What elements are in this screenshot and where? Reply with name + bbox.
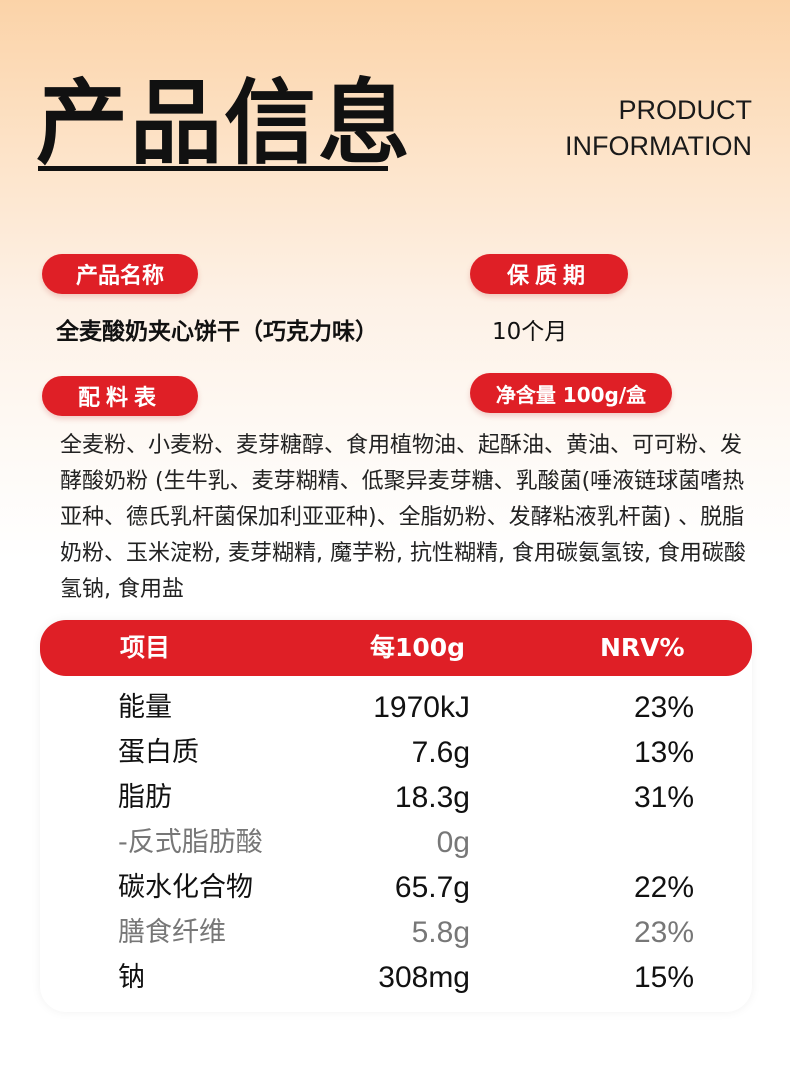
header-item: 项目	[120, 633, 171, 662]
product-name-label: 产品名称	[42, 254, 198, 294]
nutrient-nrv: 15%	[633, 961, 694, 994]
table-row: 能量 1970kJ 23%	[40, 686, 752, 730]
table-row: 膳食纤维 5.8g 23%	[40, 911, 752, 955]
header-nrv: NRV%	[600, 633, 685, 662]
ingredients-text: 全麦粉、小麦粉、麦芽糖醇、食用植物油、起酥油、黄油、可可粉、发酵酸奶粉 (生牛乳…	[60, 433, 746, 602]
nutrient-name: 能量	[118, 692, 172, 723]
nutrient-nrv: 13%	[633, 736, 694, 769]
nutrient-value: 5.8g	[411, 916, 470, 949]
nutrient-name: 碳水化合物	[118, 872, 253, 903]
title-underline	[38, 166, 388, 171]
shelf-life-label: 保质期	[470, 254, 628, 294]
table-row: -反式脂肪酸 0g	[40, 821, 752, 865]
net-content-label: 净含量 100g/盒	[470, 373, 672, 413]
nutrient-nrv: 23%	[633, 916, 694, 949]
nutrient-name: 蛋白质	[118, 737, 199, 768]
shelf-life-value: 10个月	[492, 319, 568, 345]
product-name-value: 全麦酸奶夹心饼干（巧克力味）	[56, 319, 378, 345]
header-per-100g: 每100g	[370, 633, 466, 662]
table-row: 脂肪 18.3g 31%	[40, 776, 752, 820]
page-title: 产品信息	[36, 70, 413, 177]
nutrient-value: 308mg	[378, 961, 470, 994]
nutrient-name: 钠	[118, 962, 145, 993]
nutrition-table-header: 项目 每100g NRV%	[40, 620, 752, 676]
nutrient-name: 膳食纤维	[118, 917, 226, 948]
title-en-line2: INFORMATION	[565, 131, 752, 161]
nutrition-table	[40, 620, 752, 1012]
nutrient-value: 1970kJ	[373, 691, 470, 724]
nutrient-value: 7.6g	[411, 736, 470, 769]
table-row: 碳水化合物 65.7g 22%	[40, 866, 752, 910]
table-row: 蛋白质 7.6g 13%	[40, 731, 752, 775]
table-row: 钠 308mg 15%	[40, 956, 752, 1000]
title-en-line1: PRODUCT	[618, 95, 753, 125]
nutrient-name: -反式脂肪酸	[118, 827, 263, 858]
nutrient-nrv: 22%	[633, 871, 694, 904]
nutrient-value: 18.3g	[394, 781, 470, 814]
nutrient-name: 脂肪	[118, 782, 172, 813]
nutrient-value: 65.7g	[394, 871, 470, 904]
page-title-english: PRODUCT INFORMATION	[565, 92, 752, 164]
ingredients-label: 配料表	[42, 376, 198, 416]
nutrient-nrv: 31%	[633, 781, 694, 814]
nutrient-value: 0g	[436, 826, 470, 859]
nutrient-nrv: 23%	[633, 691, 694, 724]
